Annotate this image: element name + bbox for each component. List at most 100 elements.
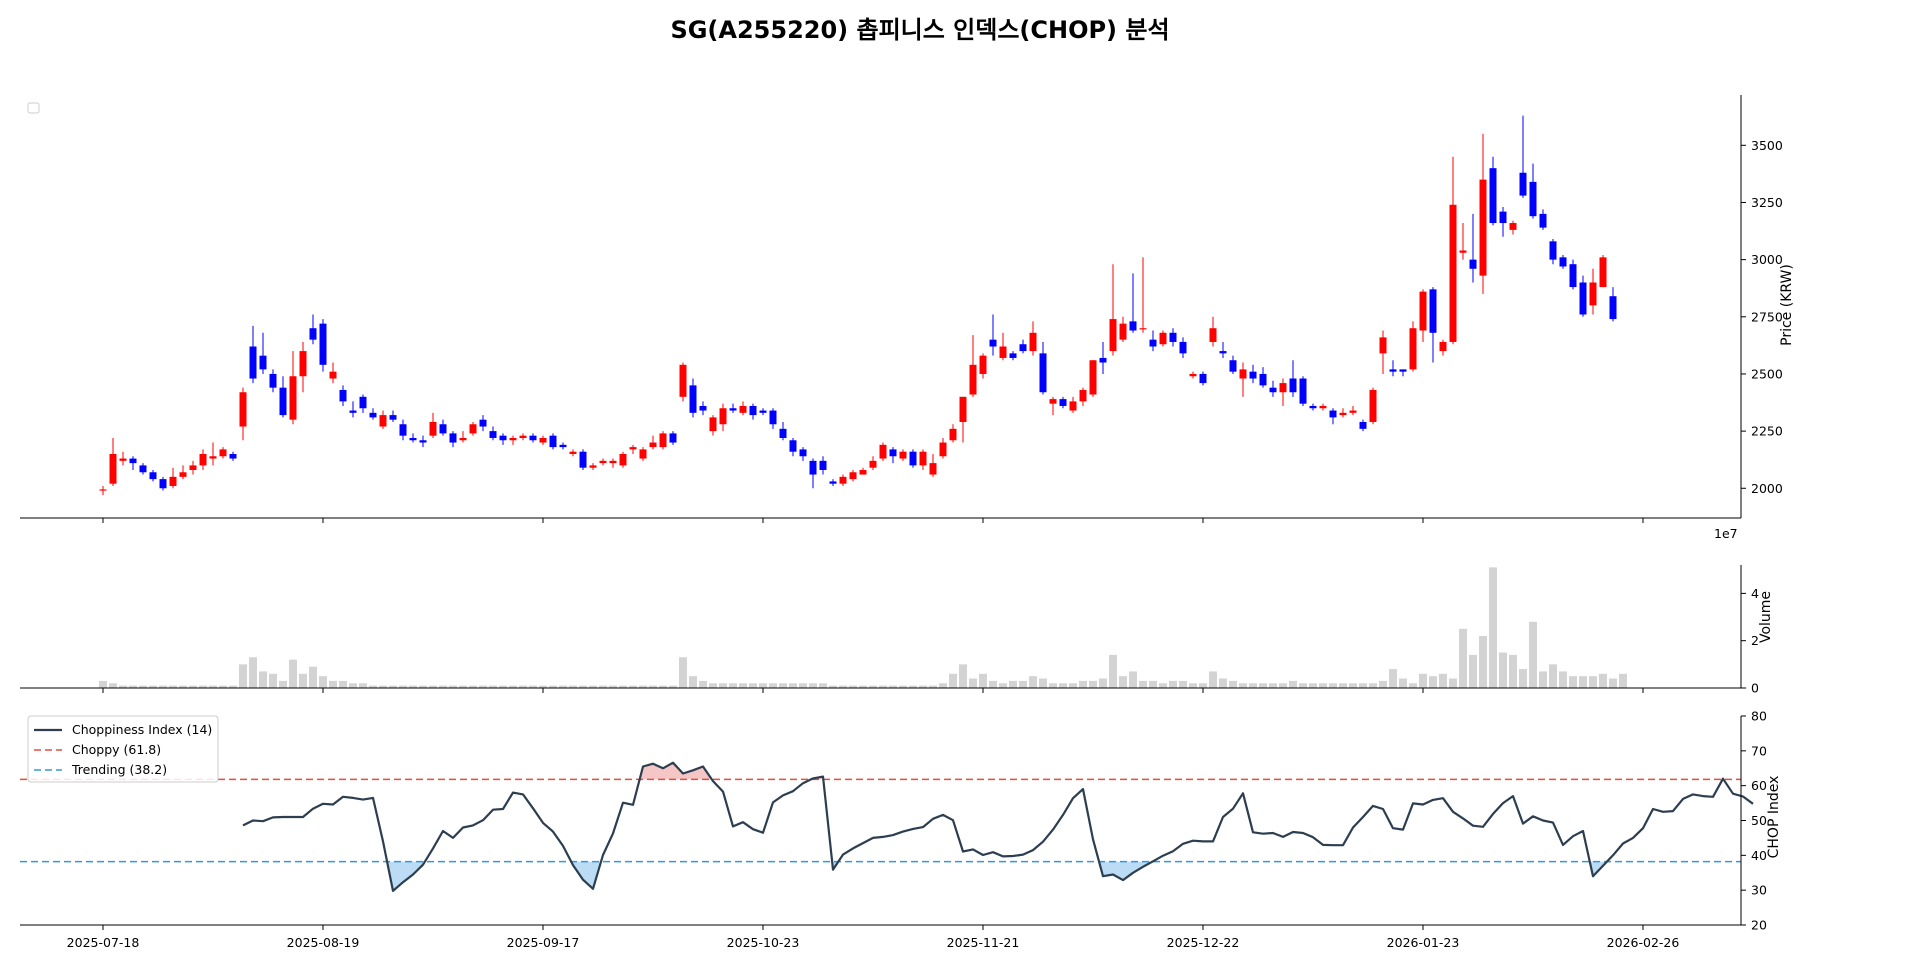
candle-body bbox=[289, 376, 297, 420]
volume-bar bbox=[559, 685, 567, 688]
x-axis: 2025-07-18 2025-08-19 2025-09-17 2025-10-23… bbox=[67, 518, 1680, 950]
volume-bar bbox=[989, 680, 997, 688]
volume-bar bbox=[779, 683, 787, 688]
legend-chop-label: Choppiness Index (14) bbox=[72, 722, 212, 737]
candle-body bbox=[779, 428, 787, 438]
candle-body bbox=[1489, 168, 1497, 224]
choppy-zone-fill bbox=[643, 763, 653, 780]
x-tick-label: 2025-11-21 bbox=[947, 935, 1020, 950]
candle-body bbox=[1109, 319, 1117, 352]
volume-bar bbox=[479, 685, 487, 688]
candle-body bbox=[789, 440, 797, 452]
candle-body bbox=[1519, 172, 1527, 196]
candle-body bbox=[1369, 389, 1377, 422]
candle-body bbox=[699, 405, 707, 411]
candle-body bbox=[469, 424, 477, 434]
volume-bar bbox=[939, 683, 947, 688]
volume-bar bbox=[369, 685, 377, 688]
price-ytick-label: 2750 bbox=[1751, 309, 1783, 324]
volume-offset-label: 1e7 bbox=[1714, 526, 1738, 541]
volume-bar bbox=[1449, 678, 1457, 688]
candle-body bbox=[549, 435, 557, 448]
volume-bar bbox=[849, 685, 857, 688]
volume-bar bbox=[1499, 652, 1507, 688]
volume-bar bbox=[329, 680, 337, 688]
candle-body bbox=[1439, 341, 1447, 352]
price-legend-box bbox=[27, 102, 40, 114]
candle-body bbox=[189, 465, 197, 470]
volume-bar bbox=[1239, 683, 1247, 688]
candle-body bbox=[629, 447, 637, 450]
candle-body bbox=[1179, 341, 1187, 354]
volume-bar bbox=[1299, 683, 1307, 688]
candle-body bbox=[439, 424, 447, 434]
volume-bar bbox=[669, 685, 677, 688]
candle-body bbox=[1019, 344, 1027, 352]
candle-body bbox=[1139, 328, 1147, 330]
chop-ytick-label: 20 bbox=[1751, 918, 1767, 933]
volume-bar bbox=[1149, 680, 1157, 688]
candle-body bbox=[1259, 373, 1267, 386]
candle-body bbox=[1269, 387, 1277, 393]
candle-body bbox=[889, 449, 897, 457]
candle-body bbox=[669, 433, 677, 443]
volume-bar bbox=[1389, 669, 1397, 688]
candle-body bbox=[759, 410, 767, 413]
candle-body bbox=[1459, 250, 1467, 253]
volume-bar bbox=[199, 685, 207, 688]
volume-bar bbox=[229, 685, 237, 688]
volume-bar bbox=[769, 683, 777, 688]
price-ytick-label: 2000 bbox=[1751, 481, 1783, 496]
candle-body bbox=[559, 444, 567, 448]
volume-axes: 0 2 4 bbox=[20, 565, 1759, 696]
trending-zone-fill bbox=[403, 861, 413, 883]
volume-bar bbox=[619, 685, 627, 688]
volume-bar bbox=[1309, 683, 1317, 688]
candle-body bbox=[989, 339, 997, 347]
candle-body bbox=[1559, 257, 1567, 267]
volume-bar bbox=[1349, 683, 1357, 688]
candle-body bbox=[749, 405, 757, 416]
candle-body bbox=[1549, 241, 1557, 260]
volume-bar bbox=[1269, 683, 1277, 688]
candle-body bbox=[879, 444, 887, 459]
candle-body bbox=[1469, 259, 1477, 269]
volume-bar bbox=[1379, 680, 1387, 688]
volume-bar bbox=[1209, 671, 1217, 688]
candle-body bbox=[1279, 383, 1287, 393]
volume-bar bbox=[1419, 673, 1427, 688]
candle-body bbox=[1119, 323, 1127, 340]
volume-bar bbox=[1409, 683, 1417, 688]
candle-body bbox=[519, 435, 527, 438]
volume-bar bbox=[1109, 654, 1117, 688]
candle-body bbox=[539, 437, 547, 443]
candle-body bbox=[1289, 378, 1297, 393]
volume-bar bbox=[169, 685, 177, 688]
candle-body bbox=[679, 364, 687, 397]
volume-bar bbox=[1429, 676, 1437, 688]
candle-body bbox=[419, 440, 427, 443]
volume-bar bbox=[629, 685, 637, 688]
volume-bar bbox=[1039, 678, 1047, 688]
volume-bar bbox=[1289, 680, 1297, 688]
candle-body bbox=[639, 449, 647, 459]
volume-bar bbox=[419, 685, 427, 688]
volume-bar bbox=[469, 685, 477, 688]
volume-bar bbox=[1339, 683, 1347, 688]
candle-body bbox=[1219, 351, 1227, 354]
candle-body bbox=[1089, 360, 1097, 395]
candle-body bbox=[529, 435, 537, 441]
candle-body bbox=[359, 396, 367, 409]
volume-bar bbox=[579, 685, 587, 688]
candle-body bbox=[719, 408, 727, 425]
candle-body bbox=[429, 421, 437, 436]
volume-bar bbox=[349, 683, 357, 688]
candle-body bbox=[1039, 353, 1047, 393]
volume-bar bbox=[1139, 680, 1147, 688]
volume-bar bbox=[309, 666, 317, 688]
candle-body bbox=[849, 472, 857, 480]
x-tick-label: 2026-02-26 bbox=[1607, 935, 1680, 950]
candle-body bbox=[1379, 337, 1387, 354]
volume-bars bbox=[99, 567, 1627, 688]
